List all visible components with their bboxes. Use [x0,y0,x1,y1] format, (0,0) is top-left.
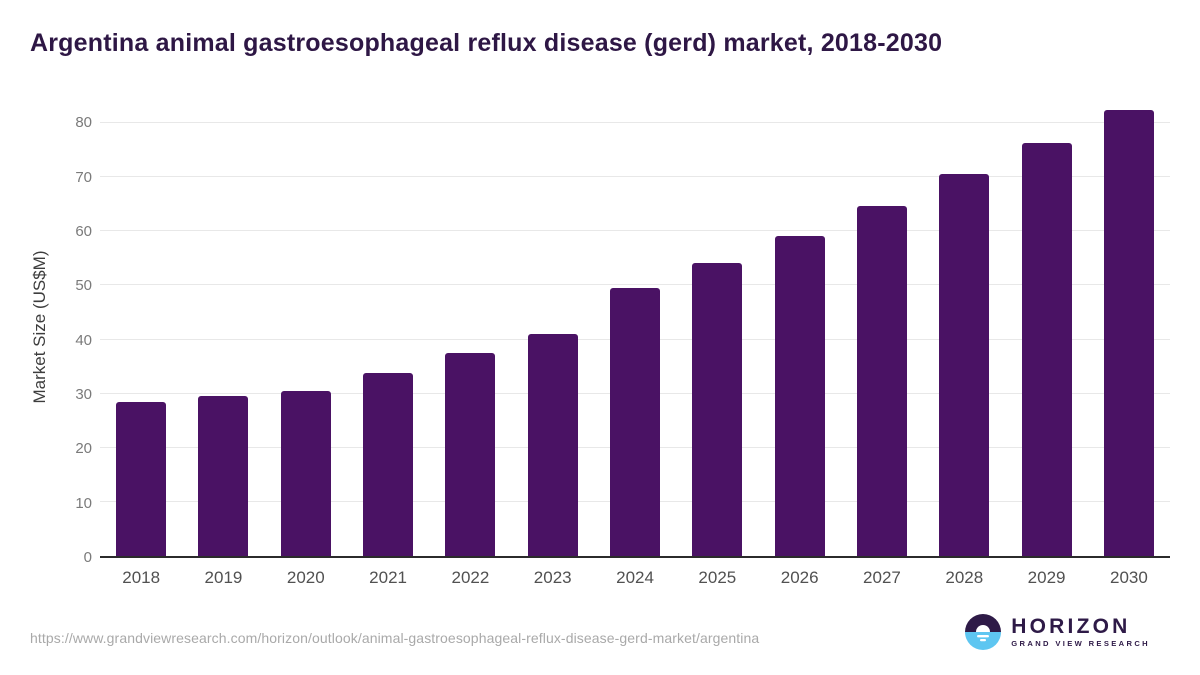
bar-slot-2019: 2019 [182,96,264,587]
y-tick-label-80: 80 [75,114,92,132]
gridline-80 [100,122,1170,124]
logo-circle-top-half [965,614,1002,632]
y-tick-label-0: 0 [83,549,92,566]
y-tick-label-10: 10 [75,494,92,512]
bar-slot-2028: 2028 [923,96,1005,587]
gridline-70 [100,176,1170,178]
bar-2028 [939,174,990,556]
bar-slot-2026: 2026 [759,96,841,587]
y-axis-title: Market Size (US$M) [30,250,49,404]
bar-2020 [280,391,331,556]
y-tick-label-20: 20 [75,440,92,458]
bar-slot-2023: 2023 [512,96,594,587]
x-tick-label-2030: 2030 [1109,568,1148,587]
bar-slot-2024: 2024 [594,96,676,587]
bar-slot-2020: 2020 [265,96,347,587]
chart-title: Argentina animal gastroesophageal reflux… [30,29,943,57]
y-tick-label-40: 40 [75,331,92,349]
y-tick-label-30: 30 [75,385,92,403]
gridline-50 [100,284,1170,286]
x-tick-label-2025: 2025 [698,568,737,587]
x-tick-label-2019: 2019 [204,568,243,587]
logo-reflection-line-1 [977,635,990,638]
logo-text: HORIZON GRAND VIEW RESEARCH [1011,616,1150,648]
y-tick-label-70: 70 [75,168,92,186]
logo-reflection-line-2 [980,639,987,642]
bar-slot-2021: 2021 [347,96,429,587]
plot-area: 2018 2019 2020 2021 2022 2023 2024 2025 2026 2027… [100,96,1170,587]
bar-2018 [116,401,167,556]
x-tick-label-2026: 2026 [780,568,819,587]
x-tick-label-2020: 2020 [286,568,325,587]
y-axis-ticks: 0 10 20 30 40 50 60 70 80 [52,96,92,566]
x-tick-label-2028: 2028 [945,568,984,587]
bar-2022 [445,353,496,556]
y-tick-label-50: 50 [75,277,92,295]
logo-name: HORIZON [1011,615,1131,639]
brand-logo: HORIZON GRAND VIEW RESEARCH [964,613,1150,651]
y-tick-label-60: 60 [75,222,92,240]
bar-slot-2022: 2022 [429,96,511,587]
bar-slot-2029: 2029 [1005,96,1087,587]
bar-slots: 2018 2019 2020 2021 2022 2023 2024 2025 2026 2027… [100,96,1170,587]
bar-2030 [1103,109,1154,556]
x-tick-label-2024: 2024 [616,568,654,587]
x-tick-label-2022: 2022 [451,568,490,587]
source-url: https://www.grandviewresearch.com/horizo… [30,630,760,646]
bar-2025 [692,262,743,556]
x-tick-label-2021: 2021 [369,568,407,587]
bar-2027 [856,205,907,556]
logo-sun-dome [976,625,991,632]
horizon-sun-icon [965,614,1002,650]
logo-subtitle: GRAND VIEW RESEARCH [1011,639,1150,649]
bar-2023 [527,334,578,556]
x-tick-label-2027: 2027 [863,568,901,587]
gridline-60 [100,230,1170,232]
x-tick-label-2023: 2023 [533,568,572,587]
bar-2029 [1021,143,1072,556]
bar-slot-2025: 2025 [676,96,758,587]
bar-2021 [363,373,414,556]
bar-slot-2018: 2018 [100,96,182,587]
x-tick-label-2029: 2029 [1027,568,1066,587]
bar-2026 [774,235,825,556]
bar-2019 [198,396,249,556]
bar-2024 [610,288,661,556]
x-tick-label-2018: 2018 [122,568,161,587]
bar-slot-2030: 2030 [1088,96,1170,587]
bar-slot-2027: 2027 [841,96,923,587]
